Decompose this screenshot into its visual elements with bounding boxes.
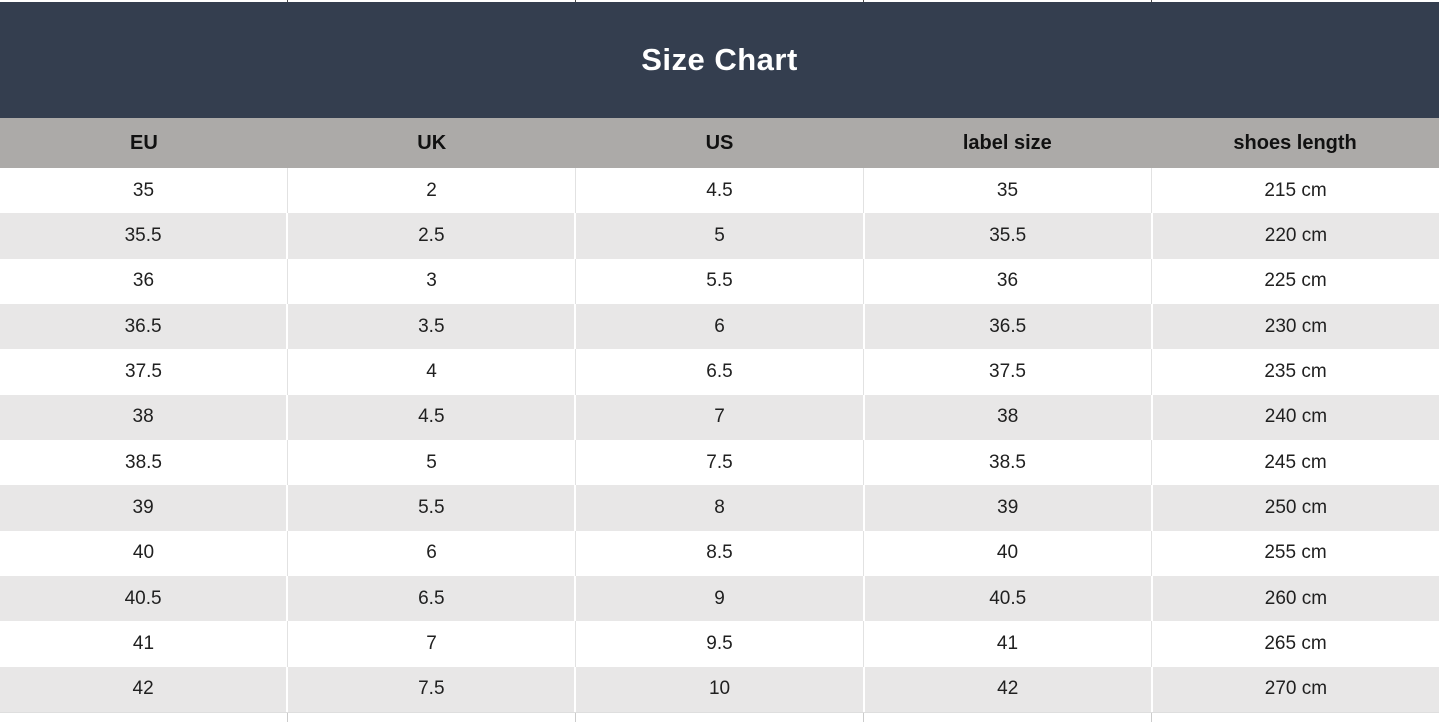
gridline-tick: [0, 0, 288, 2]
table-cell: 215 cm: [1264, 179, 1327, 201]
table-cell: 7: [288, 621, 576, 667]
table-cell: 5.5: [288, 485, 577, 531]
table-cell: 4.5: [576, 168, 864, 214]
table-cell: 6: [576, 303, 865, 350]
table-cell: 5: [576, 213, 865, 259]
table-cell: 38: [865, 394, 1153, 440]
table-cell: 38.5: [0, 439, 288, 486]
table-row: 38.5 5 7.5 38.5 245 cm: [0, 439, 1439, 486]
table-cell: 225 cm: [1264, 270, 1327, 292]
table-cell: 35: [0, 168, 288, 214]
table-header-row: EU UK US label size shoes length: [0, 118, 1439, 168]
table-cell: 3: [288, 258, 576, 304]
table-cell: 8.5: [576, 530, 864, 576]
bottom-partial-row: [0, 712, 1439, 722]
table-cell: 41: [864, 621, 1152, 667]
table-cell: 9.5: [576, 621, 864, 667]
table-cell: 40: [864, 530, 1152, 576]
table-row: 36 3 5.5 36 225 cm: [0, 258, 1439, 304]
table-cell: 35.5: [0, 213, 289, 259]
table-body: 35 2 4.5 35 215 cm 35.5 2.5 5 35.5 220 cm 36 3 5.5 36…: [0, 168, 1439, 712]
table-cell: 5: [288, 439, 576, 486]
page-title: Size Chart: [641, 42, 798, 77]
table-row: 39 5.5 8 39 250 cm: [0, 485, 1439, 531]
table-cell: 42: [0, 666, 289, 712]
table-cell: 7.5: [576, 439, 864, 486]
gridline-tick: [1152, 713, 1439, 722]
table-cell: 7: [576, 394, 865, 440]
table-cell: 235 cm: [1264, 360, 1327, 382]
gridline-tick: [576, 0, 864, 2]
table-cell: 39: [865, 485, 1153, 531]
table-cell: 38.5: [864, 439, 1152, 486]
table-cell: 4: [288, 349, 576, 395]
column-header-label-size: label size: [962, 131, 1052, 154]
table-row: 36.5 3.5 6 36.5 230 cm: [0, 303, 1439, 350]
gridline-tick: [576, 713, 864, 722]
table-cell: 5.5: [576, 258, 864, 304]
table-cell: 37.5: [0, 349, 288, 395]
table-cell: 40.5: [865, 575, 1153, 622]
column-header-shoes-length: shoes length: [1233, 131, 1357, 154]
gridline-tick: [0, 713, 288, 722]
table-cell: 2.5: [288, 213, 577, 259]
table-cell: 42: [865, 666, 1153, 712]
table-cell: 8: [576, 485, 865, 531]
table-row: 37.5 4 6.5 37.5 235 cm: [0, 349, 1439, 395]
table-cell: 35.5: [865, 213, 1153, 259]
column-header-eu: EU: [130, 131, 158, 154]
table-row: 42 7.5 10 42 270 cm: [0, 666, 1439, 712]
table-cell: 255 cm: [1264, 542, 1327, 564]
table-cell: 37.5: [864, 349, 1152, 395]
table-cell: 36.5: [865, 303, 1153, 350]
table-cell: 6.5: [576, 349, 864, 395]
table-cell: 2: [288, 168, 576, 214]
table-cell: 245 cm: [1264, 451, 1327, 473]
table-cell: 7.5: [288, 666, 577, 712]
table-row: 40 6 8.5 40 255 cm: [0, 530, 1439, 576]
table-cell: 35: [864, 168, 1152, 214]
gridline-tick: [864, 0, 1152, 2]
table-cell: 36: [0, 258, 288, 304]
column-header-us: US: [705, 131, 734, 154]
column-header-uk: UK: [417, 131, 447, 154]
table-cell: 230 cm: [1264, 315, 1328, 337]
table-cell: 3.5: [288, 303, 577, 350]
table-cell: 36: [864, 258, 1152, 304]
table-cell: 6.5: [288, 575, 577, 622]
table-cell: 10: [576, 666, 865, 712]
table-row: 38 4.5 7 38 240 cm: [0, 394, 1439, 440]
table-cell: 41: [0, 621, 288, 667]
gridline-tick: [288, 0, 576, 2]
title-band: Size Chart: [0, 2, 1439, 118]
table-cell: 39: [0, 485, 289, 531]
table-cell: 4.5: [288, 394, 577, 440]
gridline-tick: [864, 713, 1152, 722]
table-cell: 40: [0, 530, 288, 576]
table-cell: 40.5: [0, 575, 289, 622]
table-cell: 265 cm: [1264, 632, 1327, 654]
table-cell: 6: [288, 530, 576, 576]
table-cell: 9: [576, 575, 865, 622]
table-cell: 260 cm: [1264, 587, 1328, 609]
table-cell: 250 cm: [1264, 496, 1328, 518]
table-cell: 240 cm: [1264, 406, 1328, 428]
table-cell: 270 cm: [1264, 678, 1328, 700]
table-row: 40.5 6.5 9 40.5 260 cm: [0, 575, 1439, 622]
table-cell: 220 cm: [1264, 224, 1328, 246]
table-row: 41 7 9.5 41 265 cm: [0, 621, 1439, 667]
top-gridline-strip: [0, 0, 1439, 2]
table-row: 35 2 4.5 35 215 cm: [0, 168, 1439, 214]
gridline-tick: [288, 713, 576, 722]
table-row: 35.5 2.5 5 35.5 220 cm: [0, 213, 1439, 259]
table-cell: 36.5: [0, 303, 289, 350]
table-cell: 38: [0, 394, 289, 440]
